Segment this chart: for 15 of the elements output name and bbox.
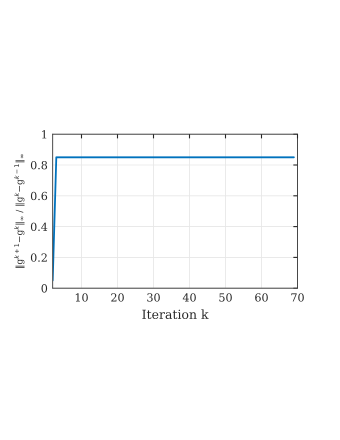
x-axis-title: Iteration k <box>142 309 209 320</box>
y-tick-label: 0 <box>42 284 48 293</box>
x-tick-label: 70 <box>291 293 304 302</box>
text: ‖g$^{k+1}$−g$^{k}$‖$_{∞}$ / ‖g$^{k}$−g$^{k−1}$‖$_{∞}$ <box>14 154 25 268</box>
x-tick-label: 50 <box>219 293 232 302</box>
y-tick-label: 0.6 <box>30 192 48 200</box>
x-tick-label: 20 <box>111 293 124 302</box>
y-tick-label: 0.8 <box>30 160 48 170</box>
x-tick-label: 30 <box>147 293 160 302</box>
y-tick-label: 1 <box>42 130 46 138</box>
x-tick-label: 60 <box>255 293 268 302</box>
x-tick-label: 10 <box>76 293 88 302</box>
y-tick-label: 0.2 <box>30 253 47 262</box>
x-tick-label: 40 <box>182 293 196 302</box>
y-tick-label: 0.4 <box>30 222 48 231</box>
